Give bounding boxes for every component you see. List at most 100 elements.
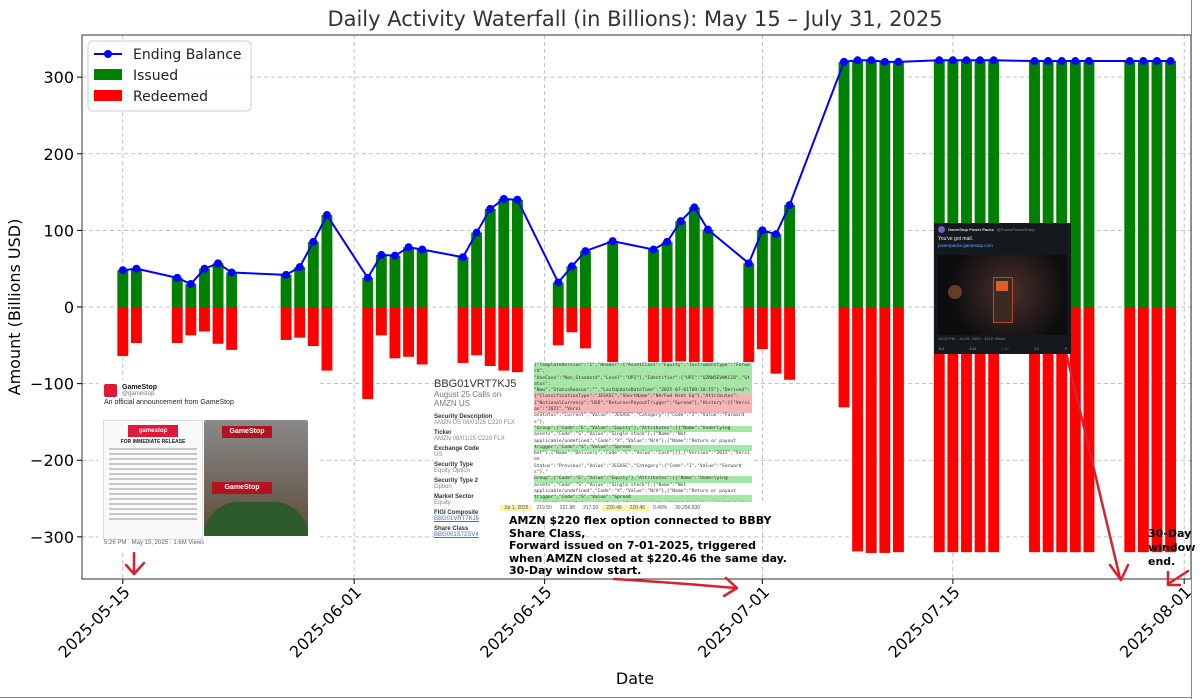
issued-bar [770,234,782,307]
issued-bar [892,61,904,308]
redeemed-bar [988,307,1000,553]
ending-balance-point [608,237,617,246]
ending-balance-point [744,259,753,268]
redeemed-bar [389,307,401,359]
issued-bar [675,221,687,307]
figi-field-value: AMZN 08/01/25 C220 FLX [434,436,505,442]
store-sign: GameStop [222,426,272,438]
tweet-action-count: 114 [938,346,945,351]
issued-bar [117,270,129,307]
figi-field-label: Exchange Code [434,446,480,452]
issued-bar [185,284,197,307]
issued-bar [471,232,483,307]
redeemed-bar [1083,307,1095,553]
ending-balance-point [1084,57,1093,66]
x-tick-label: 2025-08-01 [1116,582,1195,661]
red-arrow-icon [1108,563,1130,582]
ending-balance-point [186,280,195,289]
redeemed-bar [770,307,782,374]
red-arrow-icon [1166,569,1190,586]
gm-tweet-link: powerpacks.gamestop.com [938,243,993,248]
gm-tweet-author-handle: @PowerPacksGmstp [996,227,1035,232]
json-line: "New","StatusReason":"","LastUpdateDateT… [534,388,752,395]
redeemed-bar [852,307,864,552]
redeemed-bar [226,307,238,350]
issued-bar [933,60,945,307]
ending-balance-point [1071,57,1080,66]
figi-field-value[interactable]: BBG01VRT7KJ5 [434,516,479,522]
redeemed-bar [212,307,224,344]
redeemed-bar [892,307,904,553]
figi-subtitle-2: AMZN US [434,399,470,408]
annotation-arrows [124,342,1190,598]
redeemed-bar [1069,307,1081,553]
redeemed-bar [961,307,972,553]
ending-balance-point [1044,57,1053,66]
json-line: applicable/undefined","Code":"X","Value"… [534,438,736,444]
ending-balance-point [377,250,386,259]
redeemed-bar [362,307,374,399]
issued-bar [661,241,673,307]
redeemed-bar [403,307,415,357]
issued-bar [1042,61,1054,307]
inset-figi-details: BBG01VRT7KJ5 August 25 Calls on AMZN US … [434,378,534,568]
issued-bar [784,205,796,307]
issued-bar [688,207,700,307]
x-tick-label: 2025-07-15 [885,582,964,661]
annotation-line: Share Class, [509,526,586,540]
issued-bar [1151,61,1163,307]
ending-balance-line [118,56,1175,289]
legend: Ending Balance Issued Redeemed [87,40,252,112]
issued-bar [702,229,714,307]
json-line: assets","Code":"S","Value":"Single stock… [534,432,687,438]
ending-balance-point [363,273,372,282]
ending-balance-point [785,201,794,210]
legend-swatch-icon [94,90,122,101]
ending-balance-point [486,204,495,213]
ending-balance-point [554,278,563,287]
redeemed-bar [648,307,659,366]
ending-balance-point [962,56,971,65]
redeemed-bar [1042,307,1054,553]
redeemed-bar [375,307,387,336]
ending-balance-point [758,226,767,235]
redeemed-bar [171,307,183,344]
x-axis: 2025-05-15 2025-06-01 2025-06-15 2025-07-01… [54,579,1195,662]
issued-bar [974,60,986,307]
issued-bar [375,254,387,307]
y-tick-label: −300 [30,528,74,547]
inset-gamestop-tweet: GameStop @gamestop An official announcem… [98,380,320,552]
ending-balance-point [309,237,318,246]
redeemed-bar [185,307,197,336]
redeemed-bar [1151,307,1163,553]
figi-field-list: Security Description AMZN US 08/01/25 C22… [434,414,534,538]
ending-balance-point [1125,57,1134,66]
issued-bar [389,255,401,307]
tweet-action-count: 144 [969,346,977,351]
json-line: "UseCase":"Non_Standard","Level":"UPI"},… [534,375,752,389]
ending-balance-point [1057,57,1066,66]
redeemed-bar [879,307,891,553]
y-tick-label: 100 [43,221,74,240]
red-arrow-icon [612,577,737,590]
tent-shape [204,502,308,536]
ending-balance-point [948,56,957,65]
tweet-action-count: 23 [1034,346,1039,351]
press-release-heading: FOR IMMEDIATE RELEASE [120,439,186,445]
issued-bar [743,263,755,307]
inset-price-row: Jul 1, 2025 219.50 221.88 217.93 220.46 220.4… [500,502,772,514]
issued-bar [1124,61,1136,307]
price-cell: 219.50 [536,505,552,511]
annotation-window-end: 30-Day window end. [1148,527,1200,569]
annotation-line: AMZN $220 flex option connected to BBBY [509,514,772,527]
store-sign-2: GameStop [212,482,272,494]
json-line: trigger","Code":"S","Value":"Spread [534,495,752,502]
red-arrow-icon [124,561,146,576]
figi-field-value[interactable]: BBG001S72SV4 [434,532,479,538]
ending-balance-point [404,243,413,252]
gm-tweet-footer: 10:00 PM · Jul 29, 2025 · 191K Views [938,336,1006,341]
price-cell: 220.46 [625,505,649,511]
tweet-author-name: GameStop [122,384,158,391]
red-arrow-icon [1166,570,1182,587]
